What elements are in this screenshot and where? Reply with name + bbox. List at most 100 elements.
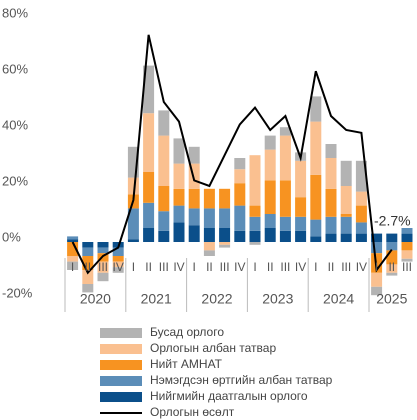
bar-segment	[386, 242, 398, 251]
bar-segment	[310, 121, 322, 175]
bar-segment	[310, 96, 322, 122]
bar-segment	[279, 180, 291, 217]
bar-segment	[401, 250, 413, 259]
y-tick-label: 80%	[2, 5, 28, 20]
bar-segment	[158, 211, 170, 231]
bar-segment	[219, 188, 231, 209]
year-label: 2025	[376, 291, 407, 307]
bar-segment	[295, 197, 307, 217]
bar-segment	[386, 233, 398, 242]
bar-segment	[340, 160, 352, 186]
bar-segment	[112, 247, 124, 256]
bar-segment	[188, 188, 200, 209]
bar-segment	[249, 242, 261, 245]
bar-segment	[340, 186, 352, 214]
bar-segment	[295, 216, 307, 231]
bar-segment	[371, 286, 383, 296]
bar-segment	[82, 256, 94, 270]
bar-segment	[325, 158, 337, 189]
bar-segment	[143, 202, 155, 228]
year-label: 2022	[201, 291, 232, 307]
bar-segment	[325, 188, 337, 217]
bar-segment	[264, 135, 276, 150]
bar-segment	[279, 230, 291, 242]
bar-segment	[82, 284, 94, 293]
bar-segment	[127, 177, 139, 195]
bar-segment	[67, 242, 79, 256]
bar-segment	[386, 250, 398, 265]
x-tick-label: II	[145, 260, 152, 274]
x-tick-label: I	[314, 260, 317, 274]
bar-segment	[173, 138, 185, 164]
bar-segment	[112, 261, 124, 268]
bar-segment	[67, 256, 79, 262]
x-tick-label: I	[375, 260, 378, 274]
annotation: -2.7%	[374, 213, 411, 229]
x-tick-label: IV	[295, 260, 306, 274]
bar-segment	[158, 135, 170, 186]
bar-segment	[355, 233, 367, 242]
legend-label: Орлогын албан татвар	[150, 341, 276, 355]
legend-label: Орлогын өсөлт	[150, 405, 235, 419]
bar-segment	[386, 272, 398, 276]
bar-segment	[67, 236, 79, 240]
bar-segment	[219, 228, 231, 242]
bar-segment	[249, 230, 261, 242]
legend-label: Нийгмийн даатгалын орлого	[150, 389, 308, 403]
bar-segment	[67, 261, 79, 270]
x-tick-label: I	[193, 260, 196, 274]
bar-segment	[234, 169, 246, 184]
bar-segment	[219, 244, 231, 248]
bar-segment	[127, 208, 139, 240]
bar-segment	[401, 228, 413, 234]
bar-segment	[234, 230, 246, 242]
x-tick-label: IV	[113, 260, 124, 274]
bar-segment	[97, 247, 109, 254]
bar-segment	[310, 174, 322, 220]
bar-segment	[355, 191, 367, 206]
bar-segment	[127, 239, 139, 242]
bar-segment	[219, 208, 231, 228]
x-tick-label: III	[280, 260, 290, 274]
y-tick-label: 40%	[2, 117, 28, 132]
legend-swatch	[100, 344, 142, 354]
bar-segment	[340, 214, 352, 217]
bar-segment	[249, 216, 261, 231]
year-label: 2020	[80, 291, 111, 307]
legend-swatch	[100, 376, 142, 386]
bar-segment	[203, 208, 215, 228]
bar-segment	[371, 272, 383, 287]
x-tick-label: IV	[234, 260, 245, 274]
bar-segment	[173, 205, 185, 223]
y-tick-label: 20%	[2, 173, 28, 188]
bar-segment	[143, 172, 155, 203]
bar-segment	[264, 214, 276, 228]
bar-segment	[340, 216, 352, 234]
bar-segment	[127, 146, 139, 178]
bar-segment	[279, 135, 291, 181]
bar-segment	[355, 160, 367, 192]
x-tick-label: IV	[173, 260, 184, 274]
bar-segment	[203, 250, 215, 256]
bar-segment	[188, 225, 200, 242]
x-tick-label: III	[402, 260, 412, 274]
bar-segment	[325, 216, 337, 234]
y-tick-label: -20%	[2, 285, 33, 300]
bar-segment	[325, 233, 337, 242]
bar-segment	[340, 233, 352, 242]
bar-segment	[386, 264, 398, 273]
year-label: 2024	[323, 291, 354, 307]
bar-segment	[188, 163, 200, 189]
growth-line	[71, 34, 393, 275]
bar-segment	[264, 228, 276, 242]
bar-segment	[371, 242, 383, 254]
x-tick-label: II	[84, 260, 91, 274]
x-tick-label: III	[220, 260, 230, 274]
bar-segment	[279, 216, 291, 231]
bar-segment	[234, 205, 246, 231]
bar-segment	[295, 230, 307, 242]
bar-segment	[173, 188, 185, 206]
bar-segment	[82, 242, 94, 248]
bar-segment	[401, 258, 413, 262]
